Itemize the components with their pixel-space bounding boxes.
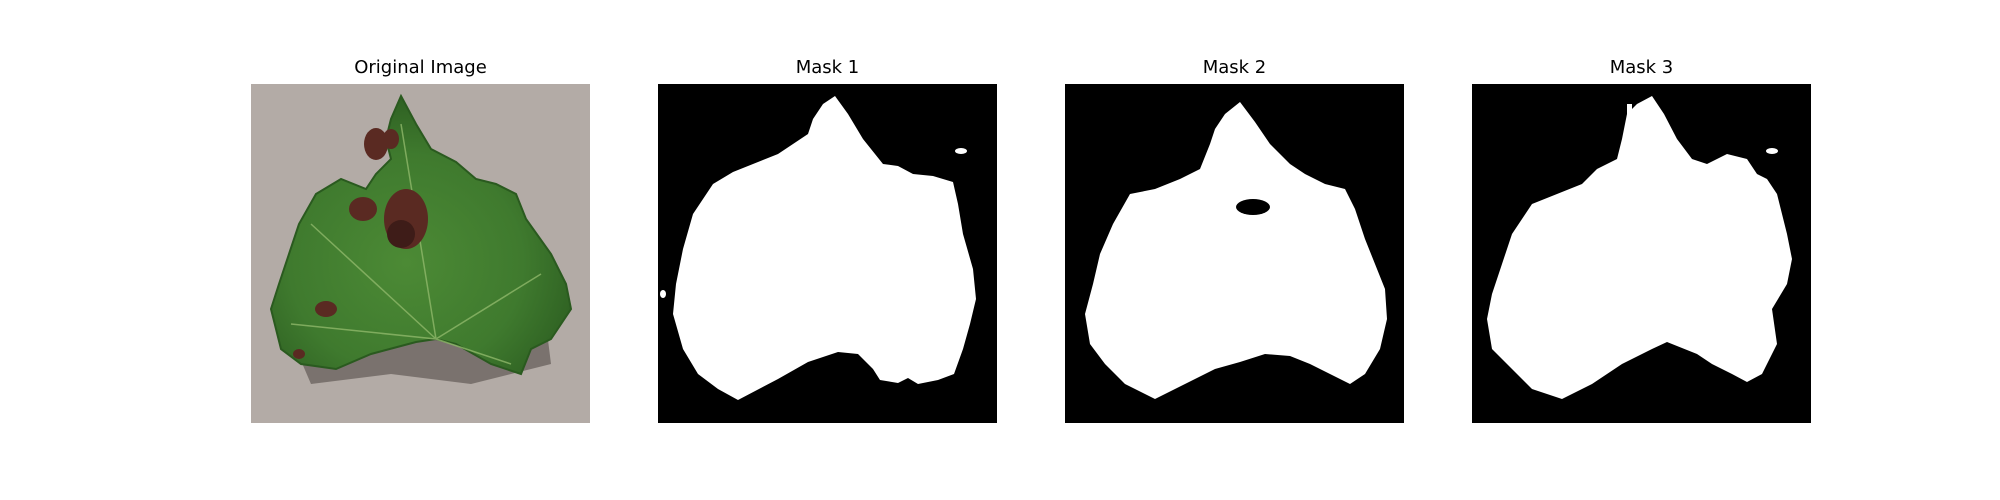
panel-title: Original Image bbox=[354, 57, 487, 78]
mask-3-image bbox=[1472, 84, 1811, 423]
mask-speck bbox=[955, 148, 967, 154]
mask-speck bbox=[1627, 104, 1632, 119]
panel-mask-1: Mask 1 bbox=[658, 0, 997, 500]
lesions bbox=[293, 128, 428, 359]
mask-foreground bbox=[673, 96, 976, 400]
panel-original-image: Original Image bbox=[251, 0, 590, 500]
mask-2-image bbox=[1065, 84, 1404, 423]
lesion bbox=[293, 349, 305, 359]
panel-title: Mask 3 bbox=[1609, 57, 1674, 78]
lesion bbox=[364, 128, 388, 160]
lesion bbox=[383, 129, 399, 149]
panel-title: Mask 2 bbox=[1202, 57, 1267, 78]
lesion bbox=[387, 220, 415, 248]
mask-speck bbox=[1766, 148, 1778, 154]
panel-mask-3: Mask 3 bbox=[1472, 0, 1811, 500]
mask-hole bbox=[1236, 199, 1270, 215]
panel-title: Mask 1 bbox=[795, 57, 860, 78]
lesion bbox=[349, 197, 377, 221]
mask-foreground bbox=[1487, 96, 1792, 399]
lesion bbox=[315, 301, 337, 317]
original-leaf-photo bbox=[251, 84, 590, 423]
mask-speck bbox=[660, 290, 666, 298]
mask-foreground bbox=[1085, 102, 1387, 399]
mask-1-image bbox=[658, 84, 997, 423]
panel-mask-2: Mask 2 bbox=[1065, 0, 1404, 500]
